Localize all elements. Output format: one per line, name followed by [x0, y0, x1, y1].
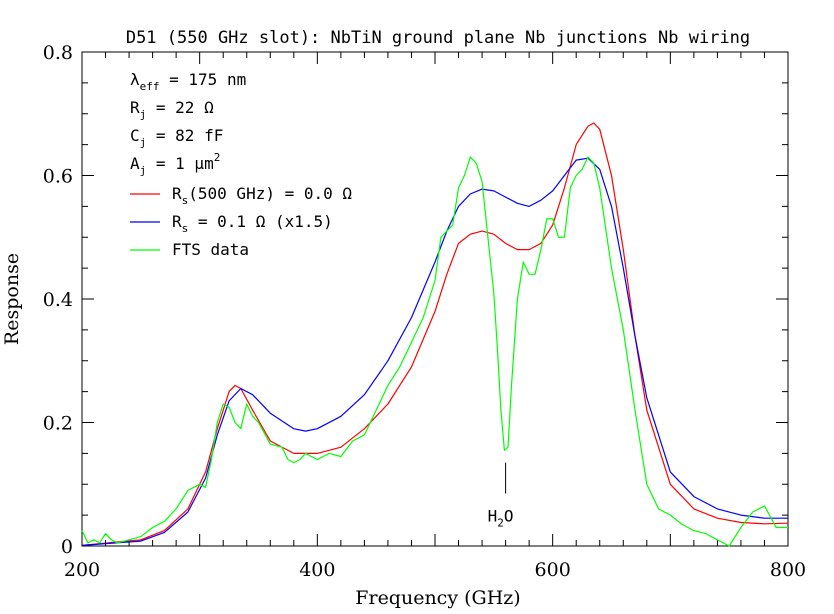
param-line-4: Aj = 1 μm2 [130, 151, 220, 177]
y-axis-label: Response [1, 253, 23, 345]
x-tick-label: 600 [535, 559, 571, 581]
legend-label-1: Rs(500 GHz) = 0.0 Ω [172, 184, 352, 207]
x-tick-label: 200 [64, 559, 100, 581]
axis-ticks: 200 400 600 800 0 0.2 0.4 0.6 0.8 [43, 42, 806, 581]
y-tick-label: 0.8 [43, 42, 73, 64]
x-tick-label: 800 [770, 559, 806, 581]
y-tick-label: 0 [61, 536, 73, 558]
x-axis-label: Frequency (GHz) [355, 587, 520, 609]
series-group [81, 122, 789, 547]
chart-title: D51 (550 GHz slot): NbTiN ground plane N… [126, 28, 750, 48]
x-tick-label: 400 [299, 559, 335, 581]
legend: Rs(500 GHz) = 0.0 Ω Rs = 0.1 Ω (x1.5) FTS … [130, 184, 352, 259]
y-tick-label: 0.2 [43, 413, 73, 435]
annotation-label: H2O [488, 507, 514, 530]
h2o-annotation: H2O [488, 462, 514, 530]
legend-label-3: FTS data [172, 240, 249, 259]
param-line-3: Cj = 82 fF [130, 126, 223, 149]
y-tick-label: 0.6 [43, 166, 73, 188]
y-tick-label: 0.4 [43, 289, 73, 311]
series-line-2 [81, 157, 788, 546]
param-line-2: Rj = 22 Ω [130, 98, 214, 121]
series-line-3 [81, 156, 788, 547]
param-line-1: λeff = 175 nm [130, 70, 246, 93]
legend-label-2: Rs = 0.1 Ω (x1.5) [172, 212, 333, 235]
